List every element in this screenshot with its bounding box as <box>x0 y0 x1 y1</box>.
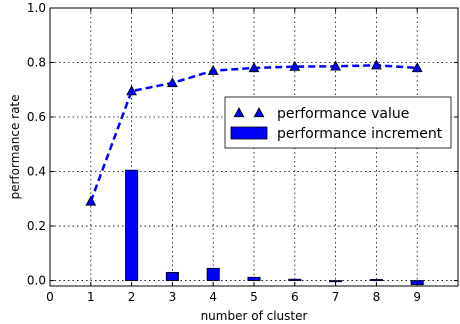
bar-performance-increment <box>288 278 302 281</box>
y-tick-label: 0.0 <box>27 274 46 288</box>
x-tick-label: 4 <box>209 290 217 304</box>
bar-performance-increment <box>369 279 383 282</box>
y-tick-label: 0.8 <box>27 56 46 70</box>
legend-swatch-performance-increment <box>230 126 268 140</box>
legend-marker-performance-value <box>233 107 245 118</box>
point-performance-value <box>166 77 178 88</box>
point-performance-value <box>85 195 97 206</box>
bar-performance-increment <box>165 271 179 281</box>
point-performance-value <box>126 85 138 96</box>
y-tick-label: 0.4 <box>27 165 46 179</box>
x-tick-label: 7 <box>332 290 340 304</box>
point-performance-value <box>248 62 260 73</box>
point-performance-value <box>411 62 423 73</box>
bar-performance-increment <box>329 280 343 283</box>
legend-box <box>224 96 452 149</box>
bar-performance-increment <box>247 276 261 281</box>
y-tick-label: 0.6 <box>27 110 46 124</box>
x-tick-label: 8 <box>373 290 381 304</box>
point-performance-value <box>207 64 219 75</box>
legend-marker-performance-value <box>253 107 265 118</box>
x-tick-label: 0 <box>46 290 54 304</box>
y-axis-label: performance rate <box>8 94 22 199</box>
y-tick-label: 0.2 <box>27 219 46 233</box>
x-axis-label: number of cluster <box>201 309 308 323</box>
x-tick-label: 1 <box>87 290 95 304</box>
legend-label-performance-value: performance value <box>277 106 409 122</box>
x-tick-label: 5 <box>250 290 258 304</box>
x-tick-label: 2 <box>128 290 136 304</box>
y-tick-label: 1.0 <box>27 1 46 15</box>
legend-label-performance-increment: performance increment <box>277 126 443 142</box>
legend: performance value performance increment <box>224 96 452 149</box>
bar-performance-increment <box>125 169 139 281</box>
x-tick-label: 3 <box>169 290 177 304</box>
point-performance-value <box>330 60 342 71</box>
point-performance-value <box>289 60 301 71</box>
x-tick-label: 6 <box>291 290 299 304</box>
point-performance-value <box>370 59 382 70</box>
bar-performance-increment <box>206 267 220 281</box>
x-tick-label: 9 <box>413 290 421 304</box>
